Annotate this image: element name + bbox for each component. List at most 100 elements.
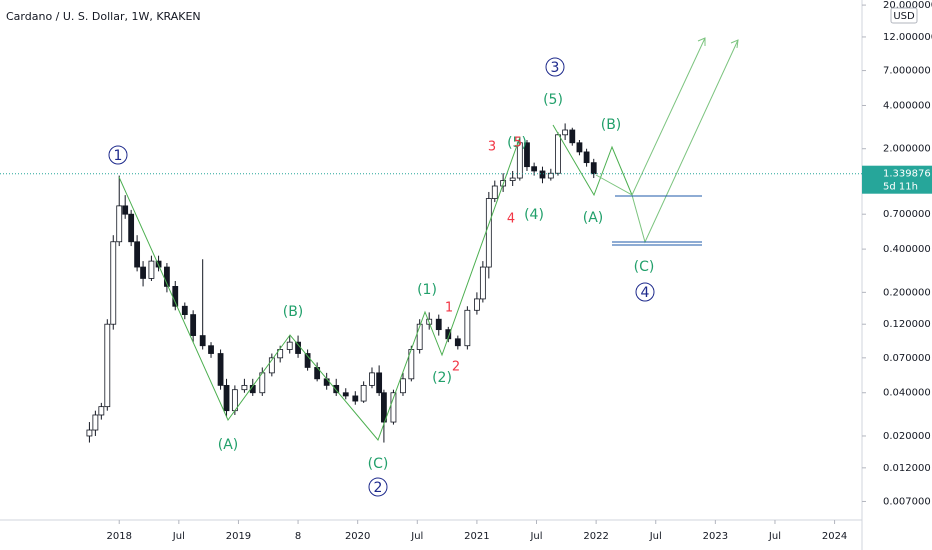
candle-body [435, 318, 442, 331]
wave-label: (5) [507, 135, 527, 151]
candle-body [491, 185, 498, 199]
wave-label: (1) [417, 282, 437, 298]
candle-body [98, 406, 105, 416]
wave-lines [118, 37, 739, 441]
candle-body [92, 414, 99, 431]
y-tick-label: 12.000000 [883, 32, 932, 43]
x-tick-label: 2018 [106, 531, 131, 542]
y-tick-label: 0.070000 [883, 353, 931, 364]
candle-body [569, 129, 576, 144]
last-price-label: 1.339876 [883, 169, 931, 180]
y-tick-label: 0.120000 [883, 319, 931, 330]
candle-body [86, 429, 93, 437]
candle-body [474, 298, 480, 311]
candle-body [376, 372, 383, 394]
candle-body [547, 172, 554, 179]
wave-label: 3 [551, 60, 560, 76]
last-price-tag [862, 165, 932, 194]
x-tick-label: 2022 [583, 531, 608, 542]
candle-body [134, 241, 141, 268]
candle-body [562, 129, 569, 136]
wave-label: (4) [524, 207, 544, 223]
candle-body [116, 205, 123, 243]
candle-body [122, 205, 129, 215]
candle-body [485, 198, 492, 268]
label-circle [368, 477, 388, 497]
candle-body [148, 260, 155, 279]
currency-box[interactable] [890, 7, 918, 24]
wave-label: (B) [283, 304, 304, 320]
wave-label: (A) [583, 210, 604, 226]
candle-body [181, 305, 188, 315]
candle-body [381, 392, 387, 423]
candle-body [576, 142, 583, 153]
wave-label: (C) [634, 259, 655, 275]
y-tick-label: 20.000000 [883, 0, 932, 11]
x-tick-label: 2023 [703, 531, 728, 542]
candle-body [352, 395, 359, 402]
wave-label: (C) [368, 456, 389, 472]
x-tick-label: 2024 [822, 531, 847, 542]
y-tick-label: 0.200000 [883, 287, 931, 298]
x-tick-label: Jul [768, 531, 781, 542]
candle-body [104, 323, 111, 408]
y-tick-label: 0.020000 [883, 431, 931, 442]
currency-label[interactable]: USD [893, 11, 915, 22]
y-tick-label: 0.040000 [883, 388, 931, 399]
candle-body [199, 335, 206, 347]
wave-labels: 1 (A) (B) (C) 2 (1) 1 (2) 2 3 4 (4) (5) … [108, 57, 655, 497]
label-circle [545, 57, 565, 77]
candles [86, 123, 597, 443]
candle-body [539, 170, 546, 179]
candle-body [400, 378, 406, 394]
candle-body [516, 142, 523, 179]
candle-body [479, 266, 486, 300]
candle-body [223, 384, 230, 412]
wave-label: 1 [114, 148, 123, 164]
projection-line [631, 37, 706, 196]
arrow-head [697, 37, 706, 46]
candle-body [208, 345, 214, 354]
candle-body [304, 353, 311, 368]
wave-label: (2) [432, 370, 452, 386]
wave-line [552, 124, 633, 197]
label-circle [108, 145, 128, 165]
y-tick-label: 0.007000 [883, 496, 931, 507]
wave-label: 5 [514, 136, 522, 151]
wave-label: 3 [488, 140, 496, 155]
x-tick-label: Jul [410, 531, 423, 542]
candle-body [164, 266, 170, 287]
candle-body [454, 338, 461, 347]
candle-body [342, 392, 349, 397]
x-tick-label: Jul [529, 531, 542, 542]
label-circle [635, 282, 655, 302]
y-tick-label: 7.000000 [883, 66, 931, 77]
candle-body [531, 166, 538, 172]
countdown-label: 5d 11h [883, 182, 918, 193]
candle-body [524, 142, 530, 168]
candle-body [217, 353, 224, 386]
x-tick-label: 2020 [345, 531, 370, 542]
candle-body [464, 309, 471, 347]
wave-label: 2 [374, 480, 383, 496]
y-tick-label: 0.700000 [883, 209, 931, 220]
candle-body [268, 357, 275, 374]
x-tick-label: 2019 [226, 531, 251, 542]
x-tick-label: Jul [172, 531, 185, 542]
x-tick-label: 2021 [464, 531, 489, 542]
candle-body [360, 384, 367, 402]
last-price: 1.339876 5d 11h [0, 165, 932, 194]
y-tick-label: 0.012000 [883, 463, 931, 474]
candle-body [140, 266, 146, 279]
candle-body [128, 213, 135, 243]
candle-body [590, 162, 597, 175]
candle-body [390, 392, 397, 423]
projection-line [595, 39, 739, 244]
wave-label: (5) [543, 92, 563, 108]
candle-body [241, 384, 248, 391]
candle-body [110, 241, 117, 325]
chart-title: Cardano / U. S. Dollar, 1W, KRAKEN [6, 10, 201, 23]
x-tick-label: Jul [649, 531, 662, 542]
x-tick-label: 8 [295, 531, 301, 542]
